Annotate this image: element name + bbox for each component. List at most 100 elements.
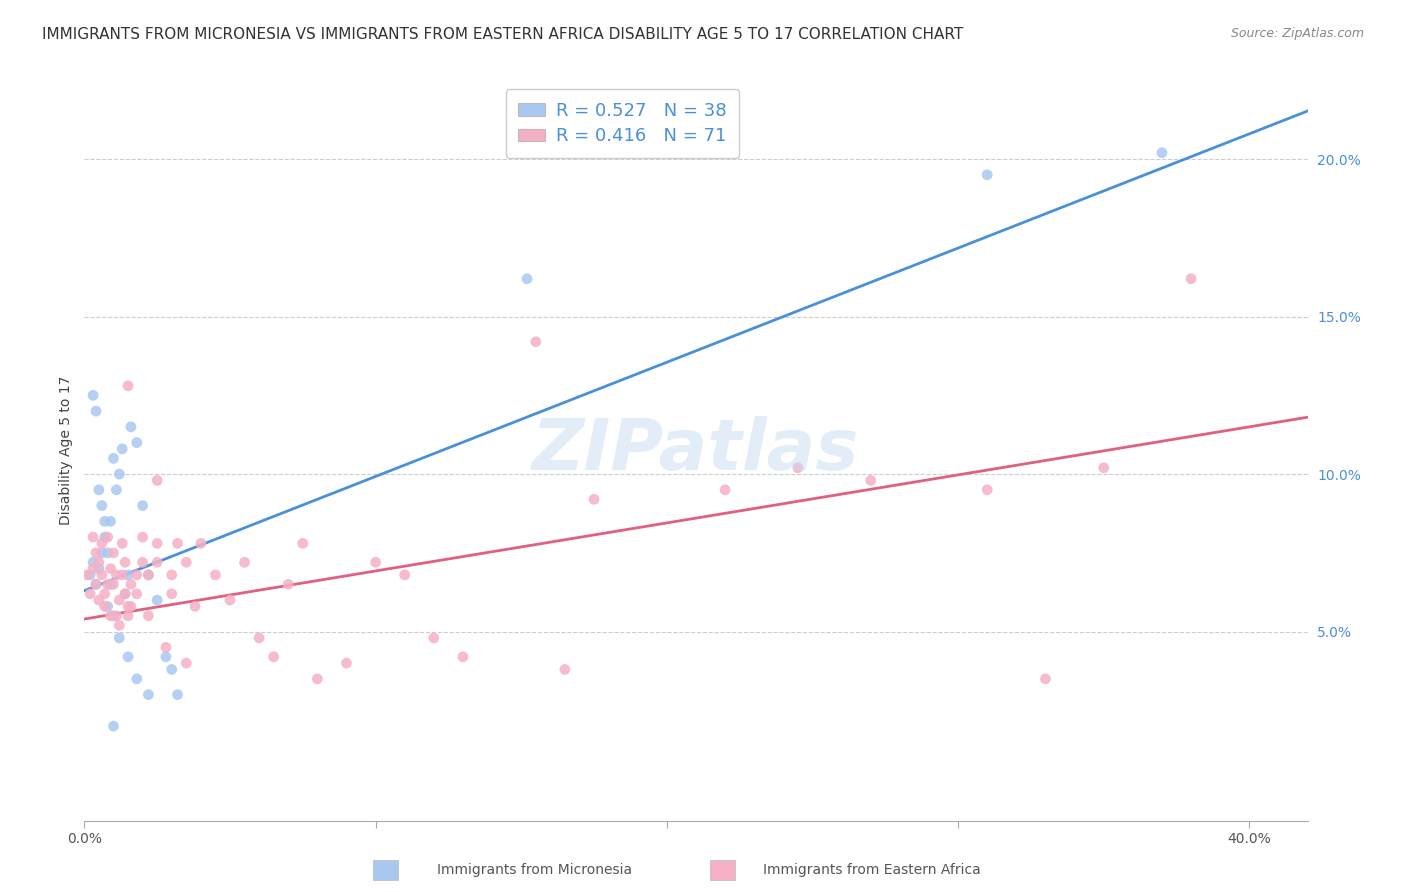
- Point: [114, 587, 136, 601]
- Point: [100, 608, 122, 623]
- Point: [451, 649, 474, 664]
- Point: [97, 546, 120, 560]
- Point: [82, 555, 104, 569]
- Point: [155, 640, 177, 655]
- Point: [131, 499, 153, 513]
- Point: [190, 536, 212, 550]
- Point: [111, 568, 134, 582]
- Point: [364, 555, 387, 569]
- Point: [117, 568, 139, 582]
- Point: [125, 568, 148, 582]
- Point: [1035, 672, 1057, 686]
- Point: [105, 568, 128, 582]
- Point: [138, 568, 160, 582]
- Point: [554, 662, 576, 676]
- Point: [120, 599, 142, 614]
- Point: [103, 719, 125, 733]
- Point: [219, 593, 242, 607]
- Y-axis label: Disability Age 5 to 17: Disability Age 5 to 17: [59, 376, 73, 525]
- Point: [138, 568, 160, 582]
- Point: [976, 483, 998, 497]
- Point: [97, 599, 120, 614]
- Point: [108, 631, 131, 645]
- Point: [976, 168, 998, 182]
- Point: [93, 514, 115, 528]
- Point: [146, 555, 169, 569]
- Point: [100, 561, 122, 575]
- Point: [131, 555, 153, 569]
- Point: [125, 435, 148, 450]
- Point: [87, 555, 110, 569]
- Point: [93, 599, 115, 614]
- Point: [93, 587, 115, 601]
- Point: [87, 483, 110, 497]
- Point: [108, 467, 131, 481]
- Point: [138, 608, 160, 623]
- Point: [108, 618, 131, 632]
- Text: IMMIGRANTS FROM MICRONESIA VS IMMIGRANTS FROM EASTERN AFRICA DISABILITY AGE 5 TO: IMMIGRANTS FROM MICRONESIA VS IMMIGRANTS…: [42, 27, 963, 42]
- Point: [79, 568, 101, 582]
- Point: [160, 662, 183, 676]
- Point: [117, 608, 139, 623]
- Legend: R = 0.527   N = 38, R = 0.416   N = 71: R = 0.527 N = 38, R = 0.416 N = 71: [506, 89, 740, 158]
- Point: [174, 555, 197, 569]
- Point: [1092, 460, 1115, 475]
- Point: [291, 536, 314, 550]
- Text: Source: ZipAtlas.com: Source: ZipAtlas.com: [1230, 27, 1364, 40]
- Text: Immigrants from Eastern Africa: Immigrants from Eastern Africa: [763, 863, 980, 877]
- Point: [160, 587, 183, 601]
- Point: [138, 688, 160, 702]
- Point: [90, 546, 112, 560]
- Point: [103, 546, 125, 560]
- Point: [125, 587, 148, 601]
- Point: [131, 530, 153, 544]
- Point: [277, 577, 299, 591]
- Point: [160, 568, 183, 582]
- Point: [204, 568, 226, 582]
- Point: [146, 536, 169, 550]
- Point: [120, 420, 142, 434]
- Point: [87, 593, 110, 607]
- Point: [146, 593, 169, 607]
- Point: [82, 388, 104, 402]
- Point: [108, 593, 131, 607]
- Point: [155, 649, 177, 664]
- Point: [1150, 145, 1173, 160]
- Point: [105, 483, 128, 497]
- Point: [76, 568, 98, 582]
- Point: [93, 530, 115, 544]
- Point: [117, 649, 139, 664]
- Point: [111, 442, 134, 456]
- Point: [82, 530, 104, 544]
- Point: [247, 631, 270, 645]
- Point: [524, 334, 547, 349]
- Point: [166, 688, 188, 702]
- Point: [87, 561, 110, 575]
- Point: [583, 492, 606, 507]
- Point: [82, 561, 104, 575]
- Point: [125, 672, 148, 686]
- Point: [117, 599, 139, 614]
- Point: [423, 631, 446, 645]
- Point: [120, 577, 142, 591]
- Point: [166, 536, 188, 550]
- Point: [84, 404, 107, 418]
- Point: [859, 474, 882, 488]
- Point: [263, 649, 285, 664]
- Point: [90, 568, 112, 582]
- Point: [787, 460, 810, 475]
- Point: [714, 483, 737, 497]
- Point: [114, 555, 136, 569]
- Point: [114, 587, 136, 601]
- Point: [103, 608, 125, 623]
- Point: [174, 656, 197, 670]
- Point: [146, 474, 169, 488]
- Point: [84, 577, 107, 591]
- Point: [103, 577, 125, 591]
- Point: [90, 499, 112, 513]
- Point: [111, 536, 134, 550]
- Point: [117, 379, 139, 393]
- Point: [233, 555, 256, 569]
- Point: [105, 608, 128, 623]
- Point: [79, 587, 101, 601]
